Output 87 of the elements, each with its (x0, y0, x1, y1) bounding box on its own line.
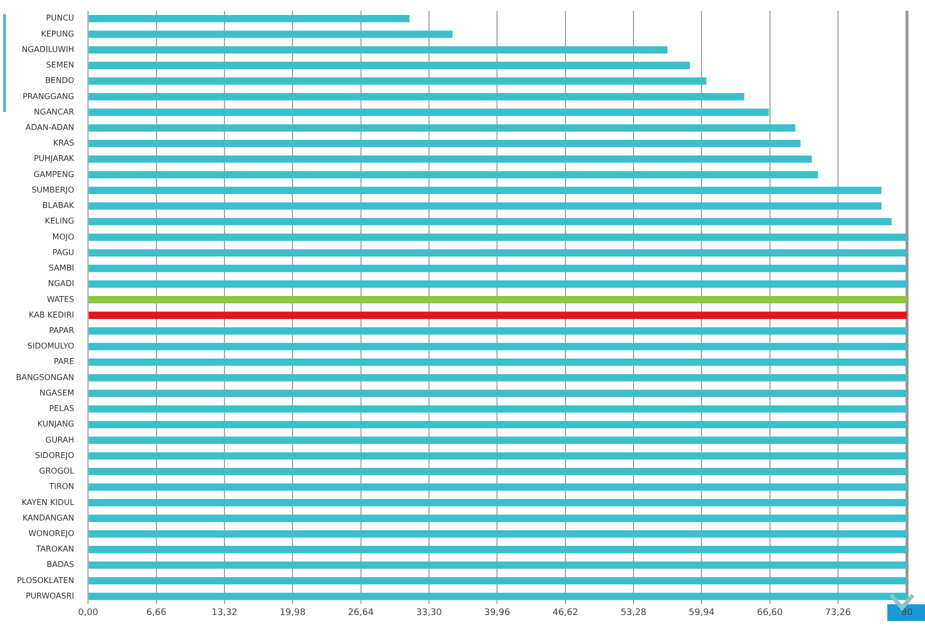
bar (88, 14, 410, 22)
bar (88, 483, 907, 491)
x-tick-label: 53,28 (620, 608, 647, 618)
y-tick-label: GAMPENG (34, 170, 74, 179)
x-tick-label: 6,66 (146, 608, 167, 618)
bar (88, 405, 907, 413)
y-tick-label: GURAH (45, 435, 74, 444)
bar (88, 108, 769, 116)
bar (88, 234, 907, 241)
y-tick-label: SEMEN (46, 60, 74, 70)
bar (88, 374, 907, 382)
bar (88, 390, 907, 398)
bar (88, 124, 796, 132)
x-tick-label: 0,00 (78, 608, 98, 618)
x-tick-label: 33,30 (416, 608, 442, 618)
x-tick-label: 66,60 (756, 608, 783, 618)
y-tick-label: PLOSOKLATEN (16, 576, 74, 585)
y-tick-label: NGADI (48, 279, 74, 288)
y-tick-label: BLABAK (42, 201, 75, 210)
y-tick-label: ADAN-ADAN (26, 122, 74, 132)
y-tick-label: PURWOASRI (26, 591, 74, 600)
y-tick-label: GROGOL (39, 466, 75, 476)
bar (88, 171, 818, 178)
y-tick-label: SIDOMULYO (27, 342, 74, 351)
y-tick-label: PAGU (52, 248, 74, 257)
y-tick-label: PARE (54, 357, 74, 366)
y-tick-label: BADAS (46, 560, 74, 570)
y-tick-label: PAPAR (49, 326, 75, 335)
bar (88, 77, 706, 85)
bar (88, 62, 690, 70)
y-tick-label: KRAS (53, 138, 74, 148)
y-tick-label: KAB KEDIRI (28, 310, 74, 320)
bar (88, 46, 668, 54)
bar (88, 280, 907, 288)
x-tick-label: 13,32 (212, 608, 238, 618)
y-tick-label: KANDANGAN (22, 513, 74, 522)
y-tick-label: WONOREJO (28, 529, 74, 538)
bar (88, 249, 907, 256)
y-tick-label: NGANCAR (34, 107, 75, 116)
y-tick-label: BANGSONGAN (16, 372, 74, 382)
y-tick-label: SUMBERJO (32, 185, 74, 194)
bar (88, 30, 453, 38)
y-tick-label: PUNCU (46, 14, 74, 23)
y-tick-label: PELAS (49, 404, 74, 414)
bar (88, 499, 907, 506)
y-tick-label: KELING (44, 216, 74, 226)
y-tick-label: TAROKAN (35, 544, 74, 554)
y-tick-label: NGASEM (39, 388, 74, 398)
y-tick-label: KUNJANG (37, 420, 74, 429)
x-tick-label: 59,94 (688, 608, 715, 618)
y-tick-label: PRANGGANG (22, 92, 74, 101)
bar (88, 296, 907, 304)
bar (88, 420, 907, 428)
bar (88, 156, 812, 163)
bar (88, 93, 744, 100)
bar (88, 264, 907, 272)
x-tick-label: 39,96 (484, 608, 510, 618)
x-tick-label: 46,62 (552, 608, 578, 618)
x-tick-label: 73,26 (825, 608, 852, 618)
y-tick-label: KAYEN KIDUL (22, 498, 75, 507)
bar (88, 186, 882, 194)
x-tick-label: 26,64 (348, 608, 374, 618)
y-tick-label: NGADILUWIH (22, 44, 74, 54)
bar (88, 530, 907, 538)
bar (88, 218, 892, 226)
bar (88, 327, 907, 335)
bar (88, 452, 907, 460)
bar (88, 468, 907, 476)
bar (88, 342, 907, 350)
bar (88, 546, 907, 554)
bar (88, 436, 907, 444)
y-tick-label: SIDOREJO (34, 450, 74, 460)
y-tick-label: TIRON (48, 482, 74, 492)
bar (88, 140, 801, 148)
bar (88, 202, 882, 210)
y-tick-label: PUHJARAK (34, 154, 75, 164)
bar (88, 577, 907, 584)
y-tick-label: KEPUNG (40, 29, 74, 38)
y-tick-label: WATES (46, 294, 74, 304)
y-tick-label: SAMBI (48, 264, 74, 273)
bar (88, 358, 907, 366)
y-tick-label: MOJO (52, 232, 74, 242)
x-tick-label: 19,98 (280, 608, 306, 618)
bar (88, 312, 907, 319)
bar (88, 562, 907, 569)
y-tick-label: BENDO (45, 76, 74, 86)
bar (88, 514, 907, 522)
